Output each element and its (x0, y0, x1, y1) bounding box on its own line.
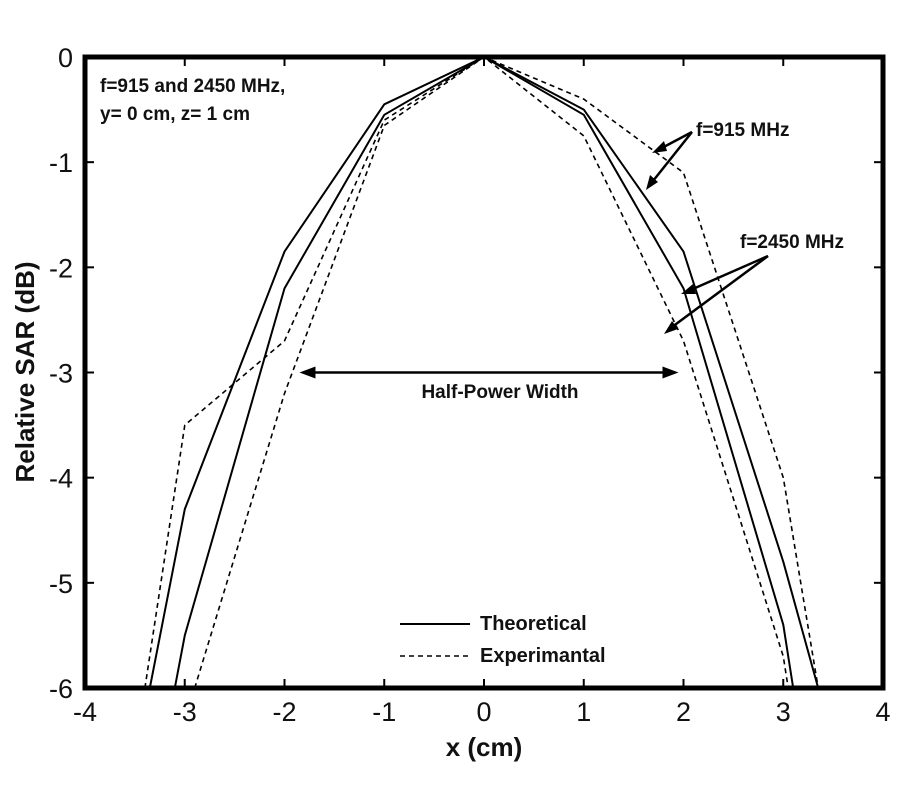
series-line-4 (193, 56, 789, 689)
callout-arrowheads (646, 141, 696, 334)
label-915-mhz: f=915 MHz (696, 120, 789, 141)
conditions-line-2: y= 0 cm, z= 1 cm (100, 104, 250, 125)
arrow-2450-to-theoretical (685, 254, 769, 294)
x-tick-label: 2 (676, 697, 691, 727)
y-tick-label: -4 (49, 464, 73, 494)
half-power-arrowhead-right (662, 366, 679, 379)
conditions-line-1: f=915 and 2450 MHz, (100, 76, 285, 97)
x-tick-label: 1 (576, 697, 591, 727)
legend-label-theoretical: Theoretical (480, 613, 587, 635)
x-tick-label: 0 (476, 697, 491, 727)
y-tick-label: -2 (49, 253, 73, 283)
legend: Theoretical Experimantal (400, 613, 606, 667)
y-tick-label: 0 (58, 43, 73, 73)
x-tick-label: 3 (776, 697, 791, 727)
x-tick-label: -3 (173, 697, 197, 727)
y-tick-label: -3 (49, 359, 73, 389)
axis-ticks: -4 -3 -2 -1 0 1 2 3 4 0 -1 -2 -3 -4 -5 -6 (49, 43, 891, 727)
arrowhead-915-b (646, 175, 658, 190)
label-2450-mhz: f=2450 MHz (740, 232, 844, 253)
x-tick-label: -2 (272, 697, 296, 727)
x-tick-label: -4 (73, 697, 97, 727)
arrowhead-2450-b (664, 321, 678, 334)
y-tick-label: -5 (49, 569, 73, 599)
x-tick-label: 4 (875, 697, 890, 727)
half-power-arrowhead-left (299, 366, 316, 379)
half-power-label: Half-Power Width (421, 382, 578, 403)
x-tick-label: -1 (372, 697, 396, 727)
y-axis-title: Relative SAR (dB) (10, 261, 40, 482)
legend-label-experimental: Experimantal (480, 645, 606, 667)
arrow-915-to-theoretical (648, 131, 693, 187)
x-axis-title: x (cm) (446, 732, 523, 762)
y-tick-label: -1 (49, 148, 73, 178)
arrow-2450-to-experimental (667, 254, 769, 332)
half-power-width-marker (299, 366, 679, 379)
arrowhead-2450-a (681, 284, 696, 294)
data-series (144, 55, 820, 689)
callout-arrows (648, 130, 769, 332)
y-tick-label: -6 (49, 674, 73, 704)
arrowhead-915-a (652, 141, 667, 153)
